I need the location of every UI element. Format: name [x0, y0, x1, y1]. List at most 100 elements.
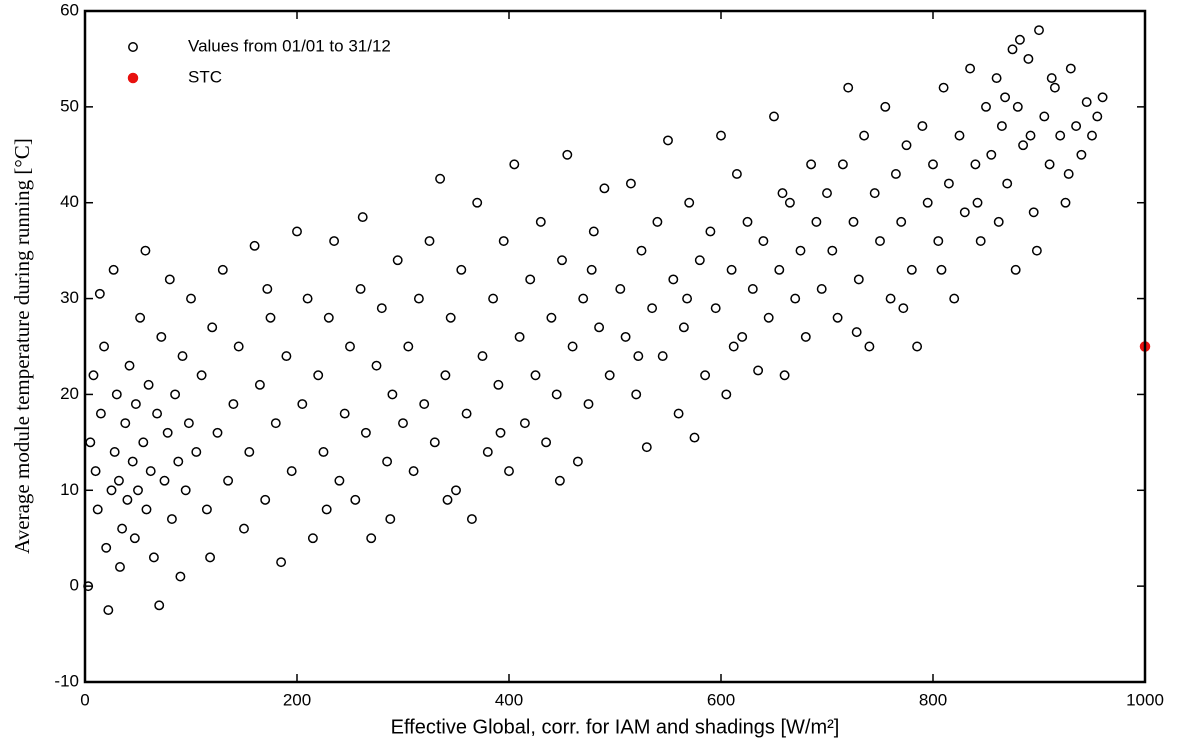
- data-point: [212, 427, 223, 438]
- data-point: [488, 293, 499, 304]
- data-point: [321, 504, 332, 515]
- data-point: [652, 216, 663, 227]
- data-point: [166, 514, 177, 524]
- data-point: [103, 605, 114, 616]
- data-point: [853, 274, 864, 285]
- data-point: [530, 370, 541, 381]
- data-point: [647, 303, 658, 314]
- data-point: [435, 173, 446, 184]
- data-point: [456, 264, 467, 275]
- data-point: [217, 264, 228, 275]
- data-point: [124, 360, 135, 371]
- data-point: [360, 427, 371, 438]
- data-point: [912, 341, 923, 352]
- data-point: [832, 312, 843, 323]
- data-point: [1097, 92, 1108, 103]
- y-tick-label: 40: [60, 192, 79, 211]
- data-point: [281, 351, 292, 362]
- data-point: [445, 312, 456, 323]
- data-point: [403, 341, 414, 352]
- data-point: [286, 466, 297, 477]
- data-point: [583, 399, 594, 409]
- data-point: [345, 341, 355, 352]
- data-point: [1028, 207, 1039, 218]
- data-point: [122, 494, 133, 505]
- data-point: [906, 264, 917, 275]
- data-point: [689, 432, 700, 443]
- data-point: [175, 571, 186, 582]
- data-point: [572, 456, 583, 467]
- data-point: [1010, 264, 1021, 275]
- data-point: [991, 73, 1002, 84]
- data-point: [898, 303, 909, 314]
- data-point: [636, 245, 647, 256]
- data-point: [376, 303, 387, 314]
- data-point: [292, 226, 302, 237]
- data-point: [578, 293, 589, 304]
- data-point: [525, 274, 536, 285]
- data-point: [822, 188, 832, 199]
- data-point: [933, 236, 944, 247]
- data-point: [92, 504, 103, 515]
- y-tick-label: 20: [60, 384, 79, 403]
- data-point: [106, 485, 117, 496]
- data-point: [594, 322, 605, 333]
- data-point: [806, 159, 817, 170]
- data-point: [143, 379, 154, 390]
- data-point: [633, 351, 644, 362]
- data-point: [535, 216, 546, 227]
- data-point: [239, 523, 249, 534]
- data-point: [387, 389, 398, 400]
- data-point: [954, 130, 965, 141]
- data-point: [731, 169, 742, 179]
- data-point: [1018, 140, 1029, 151]
- data-point: [1000, 92, 1011, 103]
- data-point: [466, 514, 477, 524]
- x-tick-label: 1000: [1126, 690, 1164, 709]
- data-point: [99, 341, 110, 352]
- data-point: [135, 312, 146, 323]
- data-point: [721, 389, 732, 400]
- data-point: [816, 284, 827, 294]
- data-point: [191, 446, 202, 457]
- data-point: [223, 475, 234, 486]
- data-point: [313, 370, 324, 381]
- data-point: [442, 494, 453, 505]
- data-point: [115, 562, 125, 572]
- data-point: [1007, 44, 1018, 55]
- data-point: [424, 236, 435, 247]
- data-point: [641, 442, 652, 453]
- data-point: [996, 121, 1007, 131]
- data-point: [355, 284, 366, 294]
- x-tick-label: 600: [707, 690, 735, 709]
- data-point: [90, 466, 101, 477]
- plot-marks: [83, 25, 1151, 616]
- data-point: [1044, 159, 1055, 170]
- data-point: [88, 370, 99, 381]
- data-point: [1046, 73, 1057, 84]
- data-point: [307, 533, 318, 544]
- data-point: [152, 408, 163, 419]
- data-point: [254, 379, 265, 390]
- data-point: [728, 341, 739, 352]
- data-point: [162, 427, 173, 438]
- data-point: [228, 399, 239, 409]
- data-point: [129, 533, 140, 544]
- data-point: [678, 322, 689, 333]
- data-point: [504, 466, 514, 477]
- data-point: [186, 293, 196, 304]
- data-point: [975, 236, 986, 247]
- data-point: [747, 284, 758, 294]
- data-point: [1055, 130, 1066, 141]
- data-point: [551, 389, 562, 400]
- data-point: [173, 456, 184, 467]
- data-point: [1023, 53, 1034, 64]
- data-point: [302, 293, 313, 304]
- data-point: [705, 226, 716, 237]
- data-point: [117, 523, 128, 534]
- data-point: [779, 370, 790, 381]
- data-point: [851, 327, 862, 338]
- data-point: [758, 236, 769, 247]
- data-point: [477, 351, 488, 362]
